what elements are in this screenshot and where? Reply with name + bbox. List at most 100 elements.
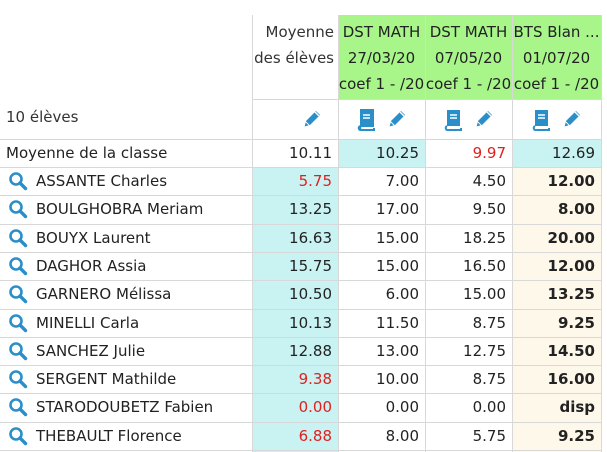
student-name[interactable]: SERGENT Mathilde <box>36 370 177 389</box>
grade-e2[interactable]: 13.25 <box>547 285 595 304</box>
class-average-highlight-e2 <box>512 139 601 167</box>
grade-e2[interactable]: 9.25 <box>557 313 595 332</box>
exam-date: 01/07/20 <box>522 49 591 67</box>
grade-e1[interactable]: 16.50 <box>463 256 506 275</box>
grid-line <box>338 15 339 452</box>
grade-e0[interactable]: 6.00 <box>385 285 419 304</box>
student-name[interactable]: SANCHEZ Julie <box>36 341 146 360</box>
pencil-icon[interactable] <box>300 107 324 131</box>
student-name[interactable]: MINELLI Carla <box>36 313 140 332</box>
exam-header-1[interactable]: DST MATH 07/05/20 coef 1 - /20 <box>425 15 512 99</box>
grid-line <box>425 15 426 452</box>
search-icon[interactable] <box>8 256 28 276</box>
search-icon[interactable] <box>8 313 28 333</box>
student-name[interactable]: ASSANTE Charles <box>36 172 168 190</box>
grade-e2[interactable]: 12.00 <box>547 256 595 275</box>
book-icon[interactable] <box>442 107 466 131</box>
grade-e0[interactable]: 11.50 <box>376 313 419 332</box>
grid-line <box>0 139 602 140</box>
grid-line <box>252 99 602 100</box>
grade-e0[interactable]: 7.00 <box>385 172 419 190</box>
exam-coef: coef 1 - /20 <box>338 75 425 93</box>
student-average: 0.00 <box>298 398 332 417</box>
grade-e2[interactable]: 14.50 <box>547 341 595 360</box>
grade-e1[interactable]: 4.50 <box>472 172 506 190</box>
student-name[interactable]: DAGHOR Assia <box>36 256 147 275</box>
exam-header-0[interactable]: DST MATH 27/03/20 coef 1 - /20 <box>338 15 425 99</box>
student-average: 13.25 <box>289 200 332 219</box>
class-average-label: Moyenne de la classe <box>6 144 168 162</box>
student-name[interactable]: BOULGHOBRA Meriam <box>36 200 204 219</box>
book-icon[interactable] <box>355 107 379 131</box>
grade-e2[interactable]: 20.00 <box>547 228 595 247</box>
average-actions <box>252 99 338 139</box>
grade-e0[interactable]: 17.00 <box>376 200 419 219</box>
grade-e1[interactable]: 12.75 <box>463 341 506 360</box>
search-icon[interactable] <box>8 171 28 191</box>
class-average-exam-2: 12.69 <box>552 144 595 162</box>
pencil-icon[interactable] <box>385 107 409 131</box>
grade-e2[interactable]: 8.00 <box>557 200 595 219</box>
student-name[interactable]: STARODOUBETZ Fabien <box>36 398 214 417</box>
book-icon[interactable] <box>530 107 554 131</box>
class-average-overall: 10.11 <box>289 144 332 162</box>
exam-coef: coef 1 - /20 <box>513 75 600 93</box>
class-average-exam-0: 10.25 <box>376 144 419 162</box>
grid-line <box>0 365 602 366</box>
grid-line <box>0 393 602 394</box>
grade-e1[interactable]: 5.75 <box>472 426 506 445</box>
grade-e0[interactable]: 8.00 <box>385 426 419 445</box>
exam-title: BTS Blan ... <box>513 23 600 41</box>
grid-line <box>0 252 602 253</box>
grid-line <box>512 15 513 452</box>
search-icon[interactable] <box>8 284 28 304</box>
grade-e0[interactable]: 15.00 <box>376 256 419 275</box>
grade-e1[interactable]: 18.25 <box>463 228 506 247</box>
grid-line <box>601 15 602 452</box>
exam-1-actions <box>425 99 512 139</box>
average-label-line1: Moyenne <box>265 23 334 41</box>
grid-line <box>0 337 602 338</box>
student-average: 12.88 <box>289 341 332 360</box>
exam-date: 27/03/20 <box>347 49 416 67</box>
exam-date: 07/05/20 <box>434 49 503 67</box>
grade-e1[interactable]: 0.00 <box>472 398 506 417</box>
search-icon[interactable] <box>8 199 28 219</box>
search-icon[interactable] <box>8 228 28 248</box>
grid-line <box>252 15 253 452</box>
grade-e2[interactable]: disp <box>559 398 595 417</box>
exam-header-2[interactable]: BTS Blan ... 01/07/20 coef 1 - /20 <box>512 15 601 99</box>
exam-2-actions <box>512 99 601 139</box>
grade-e0[interactable]: 0.00 <box>385 398 419 417</box>
pencil-icon[interactable] <box>472 107 496 131</box>
grade-e0[interactable]: 13.00 <box>376 341 419 360</box>
student-average: 6.88 <box>298 426 332 445</box>
search-icon[interactable] <box>8 369 28 389</box>
grade-e1[interactable]: 8.75 <box>472 313 506 332</box>
student-name[interactable]: GARNERO Mélissa <box>36 285 172 304</box>
exam-title: DST MATH <box>429 23 508 41</box>
grade-e1[interactable]: 15.00 <box>463 285 506 304</box>
class-average-highlight-e0 <box>338 139 425 167</box>
pencil-icon[interactable] <box>560 107 584 131</box>
grid-line <box>0 195 602 196</box>
student-average: 15.75 <box>289 256 332 275</box>
grade-e2[interactable]: 16.00 <box>547 370 595 389</box>
student-average: 16.63 <box>289 228 332 247</box>
grid-line <box>0 309 602 310</box>
grade-e1[interactable]: 8.75 <box>472 370 506 389</box>
search-icon[interactable] <box>8 426 28 446</box>
students-count: 10 élèves <box>6 108 79 126</box>
grade-e0[interactable]: 10.00 <box>376 370 419 389</box>
search-icon[interactable] <box>8 397 28 417</box>
student-name[interactable]: THEBAULT Florence <box>36 426 182 445</box>
grid-line <box>0 422 602 423</box>
grade-e2[interactable]: 9.25 <box>557 426 595 445</box>
student-name[interactable]: BOUYX Laurent <box>36 228 151 247</box>
grade-e2[interactable]: 12.00 <box>547 172 595 190</box>
search-icon[interactable] <box>8 341 28 361</box>
grade-e0[interactable]: 15.00 <box>376 228 419 247</box>
grade-e1[interactable]: 9.50 <box>472 200 506 219</box>
grid-line <box>0 450 602 451</box>
